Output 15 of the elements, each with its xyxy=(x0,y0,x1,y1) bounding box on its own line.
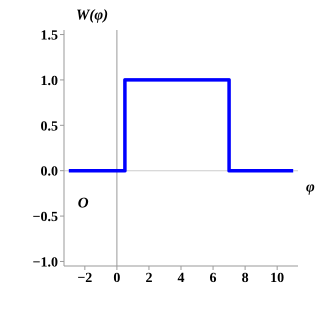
x-tick-label: 8 xyxy=(242,270,249,286)
x-tick-label: 2 xyxy=(145,270,152,286)
y-tick-label: 1.0 xyxy=(40,74,58,89)
y-tick-label: 0.5 xyxy=(40,119,58,134)
x-axis-title: φ xyxy=(306,179,315,196)
x-tick-label: 10 xyxy=(270,270,284,286)
y-tick-label: −1.0 xyxy=(32,255,58,270)
x-tick-label: 0 xyxy=(113,270,120,286)
y-tick-label: 0.0 xyxy=(40,164,58,180)
x-tick-label: 4 xyxy=(178,270,184,286)
y-tick-label: 1.5 xyxy=(40,28,58,44)
y-tick-label: −0.5 xyxy=(32,210,58,226)
y-axis-title: W(φ) xyxy=(76,8,108,24)
x-tick-label: −2 xyxy=(77,270,92,286)
x-tick-label: 6 xyxy=(210,270,217,286)
